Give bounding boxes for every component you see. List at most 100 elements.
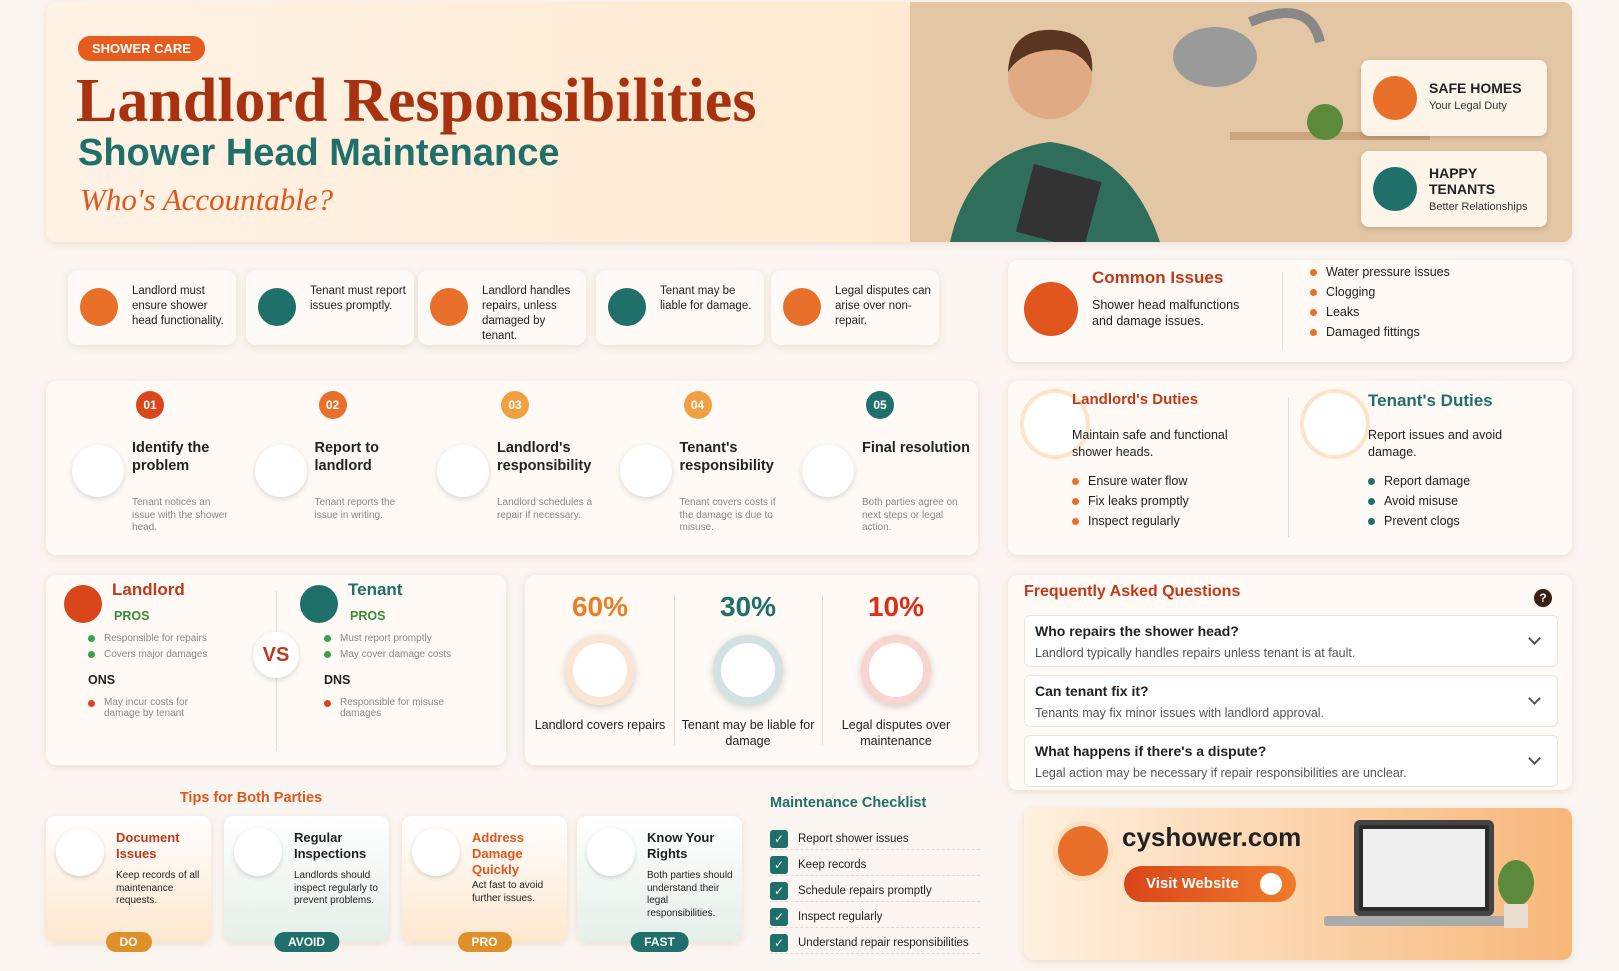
fact-card: Legal disputes can arise over non-repair… (771, 270, 939, 345)
faq-help: ? (1534, 589, 1552, 607)
duty-item: Inspect regularly (1072, 514, 1180, 528)
issue-item: Clogging (1310, 285, 1375, 299)
subtitle: Shower Head Maintenance (78, 132, 560, 174)
checklist-item: ✓ Report shower issues (770, 828, 980, 850)
checklist-text: Schedule repairs promptly (798, 884, 932, 897)
header-badge: SAFE HOMES Your Legal Duty (1361, 60, 1547, 136)
check-dot (88, 634, 95, 642)
step-number: 02 (318, 391, 347, 419)
steps: 01 Identify the problem Tenant notices an … (46, 381, 978, 555)
button-text[interactable]: Visit Website (1146, 875, 1239, 892)
con-item: Responsible for misuse damages (324, 697, 454, 719)
site-url: cyshower.com (1122, 822, 1302, 852)
fact-text: Tenant may be liable for damage. (660, 285, 752, 312)
checklist-text: Keep records (798, 858, 867, 871)
stat-icon (565, 635, 635, 705)
fact-icon (783, 288, 821, 326)
fact-card: Tenant must report issues promptly. (246, 270, 414, 345)
duty-icon (1304, 393, 1366, 455)
tagline: Who's Accountable? (80, 182, 334, 217)
step-title: Report to landlord (314, 440, 379, 474)
step-number: 03 (501, 391, 529, 419)
checklist-title: Maintenance Checklist (770, 795, 927, 811)
badge-title: HAPPY TENANTS (1429, 165, 1496, 197)
issue-item: Damaged fittings (1310, 325, 1420, 339)
laptop-screen (1363, 829, 1485, 907)
laptop (1354, 820, 1494, 916)
tip-title: Know Your Rights (647, 830, 715, 861)
laptop-base (1324, 916, 1524, 926)
fact-icon (258, 288, 296, 326)
stat-value: 30% (719, 591, 777, 622)
globe-icon (1058, 826, 1108, 876)
tip-text: Keep records of all maintenance requests… (116, 870, 200, 906)
con-item: May incur costs for damage by tenant (88, 697, 208, 719)
fact-card: Landlord handles repairs, unless damaged… (418, 270, 586, 345)
chevron (1528, 752, 1541, 765)
checklist-text: Understand repair responsibilities (798, 936, 969, 949)
stat-icon (713, 635, 783, 705)
duty-item-text: Report damage (1384, 474, 1471, 488)
faq-title: Frequently Asked Questions (1024, 583, 1241, 600)
duty-item-text: Inspect regularly (1088, 514, 1180, 528)
vs: VS (253, 632, 299, 678)
tip-card: Address Damage Quickly Act fast to avoid … (402, 816, 567, 952)
tip-icon (56, 828, 104, 876)
checklist-text: Report shower issues (798, 832, 909, 845)
faq-question: Who repairs the shower head? (1035, 623, 1239, 639)
divider (1288, 397, 1289, 537)
header: SHOWER CARE Landlord Responsibilities Sh… (46, 2, 1572, 242)
cons-label: DNS (324, 673, 351, 687)
issue-text: Clogging (1326, 285, 1376, 299)
faq-answer: Landlord typically handles repairs unles… (1035, 646, 1356, 660)
duty-text: Report issues and avoid damage. (1368, 428, 1503, 459)
pro-item: May cover damage costs (324, 649, 451, 660)
step-number: 04 (683, 391, 712, 419)
tip-text: Act fast to avoid further issues. (472, 880, 544, 904)
pro-text: May cover damage costs (340, 649, 452, 660)
issues-text: Shower head malfunctions and damage issu… (1092, 298, 1240, 328)
duty-item: Ensure water flow (1072, 474, 1187, 488)
stat-icon (861, 635, 931, 705)
duty-item-text: Prevent clogs (1384, 514, 1460, 528)
issues-title: Common Issues (1092, 268, 1224, 287)
step-title: Identify the problem (132, 440, 210, 474)
check-dot (324, 650, 331, 658)
step-text: Tenant covers costs if the damage is due… (679, 497, 776, 533)
chevron (1528, 632, 1541, 645)
stat-value: 10% (867, 591, 925, 622)
issues-icon (1024, 282, 1078, 336)
issue-item: Leaks (1310, 305, 1359, 319)
faq-item[interactable]: Can tenant fix it? Tenants may fix minor … (1024, 675, 1558, 727)
side-icon (300, 585, 338, 623)
bullet (1368, 518, 1375, 526)
stat-label: Legal disputes over maintenance (841, 718, 951, 748)
step-icon (72, 445, 124, 497)
fact-text: Tenant must report issues promptly. (310, 285, 406, 312)
plant (1498, 860, 1534, 906)
duty-item: Fix leaks promptly (1072, 494, 1189, 508)
faq-item[interactable]: What happens if there's a dispute? Legal … (1024, 735, 1558, 787)
tips-title: Tips for Both Parties (179, 790, 323, 806)
divider (822, 595, 823, 745)
badge-text: Better Relationships (1429, 201, 1528, 213)
divider (674, 595, 675, 745)
duty-item-text: Avoid misuse (1384, 494, 1459, 508)
duty-title: Landlord's Duties (1072, 391, 1199, 408)
side-name: Landlord (112, 580, 185, 599)
con-text: Responsible for misuse damages (340, 697, 444, 719)
faq-answer: Legal action may be necessary if repair … (1035, 766, 1407, 780)
issue-item: Water pressure issues (1310, 265, 1450, 279)
step-text: Tenant notices an issue with the shower … (132, 497, 228, 533)
checkbox: ✓ (770, 855, 788, 874)
tip-title: Regular Inspections (294, 830, 367, 861)
bullet (1310, 269, 1317, 277)
faq-item[interactable]: Who repairs the shower head? Landlord typ… (1024, 615, 1558, 667)
badge: SHOWER CARE (78, 36, 205, 61)
pro-item: Must report promptly (324, 633, 432, 644)
step-number: 01 (136, 391, 164, 419)
duty-item-text: Ensure water flow (1088, 474, 1188, 488)
title: Landlord Responsibilities (76, 67, 757, 135)
visit-button[interactable]: Visit Website (1124, 866, 1296, 902)
